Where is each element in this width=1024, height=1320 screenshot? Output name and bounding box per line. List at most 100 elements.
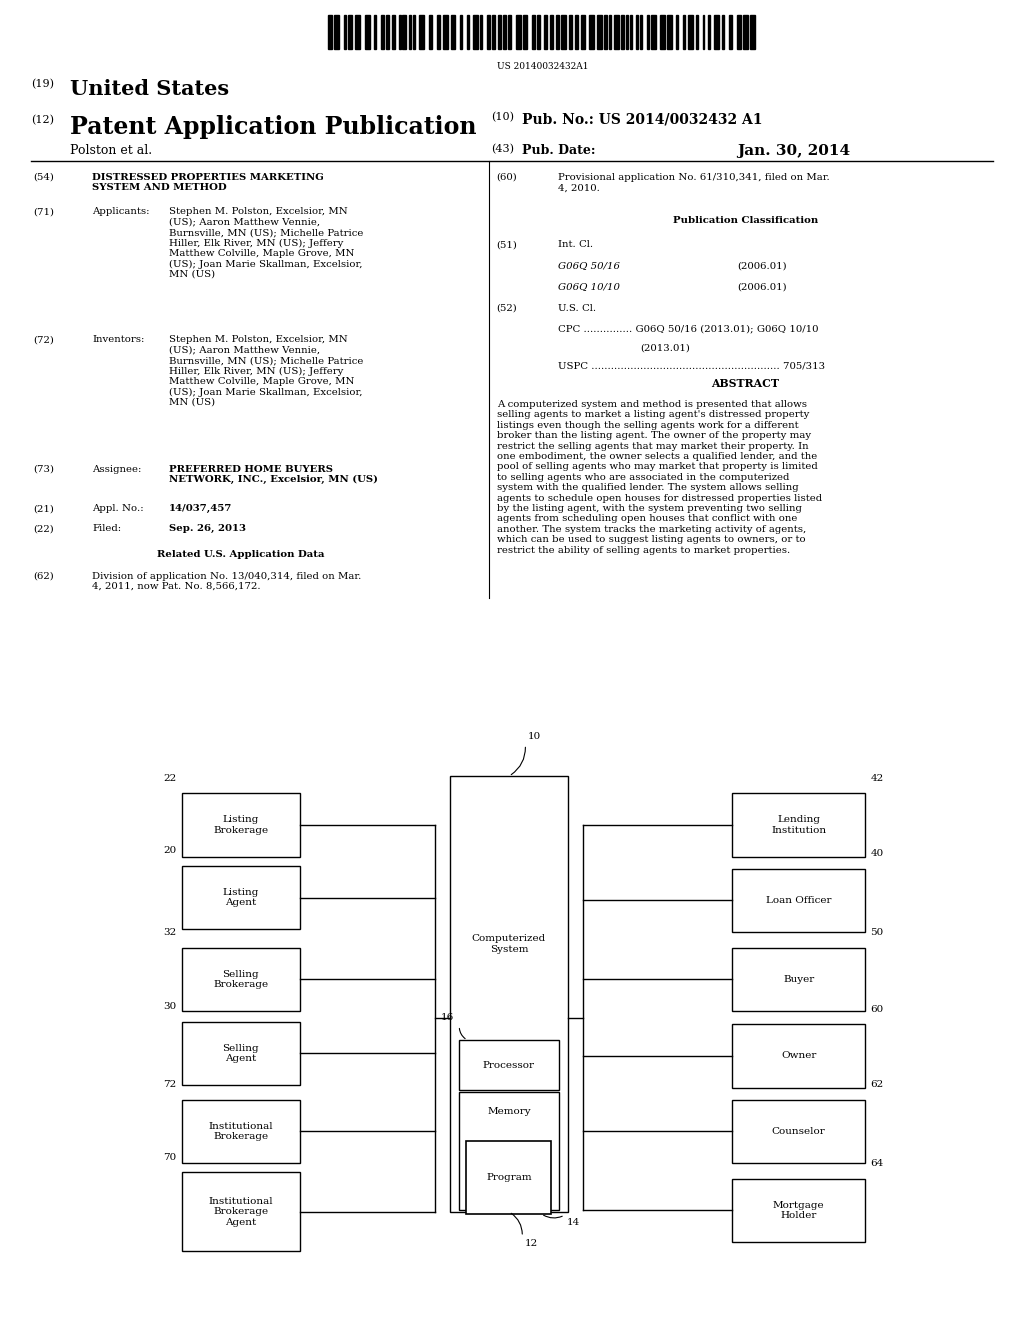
Bar [498, 15, 501, 49]
Text: United States: United States [70, 79, 228, 99]
Text: Memory: Memory [487, 1107, 530, 1117]
Bar [532, 15, 536, 49]
Bar [732, 1179, 865, 1242]
Bar [522, 15, 527, 49]
Bar [442, 15, 447, 49]
Bar [604, 15, 607, 49]
Bar [436, 15, 439, 49]
Text: 16: 16 [441, 1012, 455, 1022]
Text: 14/037,457: 14/037,457 [169, 504, 232, 513]
Text: 22: 22 [164, 774, 176, 783]
Bar [732, 793, 865, 857]
Bar [386, 15, 389, 49]
Bar [402, 15, 406, 49]
Bar [182, 793, 299, 857]
Bar [182, 1022, 299, 1085]
Text: Appl. No.:: Appl. No.: [92, 504, 143, 513]
Bar [561, 15, 566, 49]
Bar [614, 15, 618, 49]
Text: Processor: Processor [483, 1061, 535, 1069]
Bar [451, 15, 456, 49]
Bar [492, 15, 495, 49]
Bar [732, 869, 865, 932]
Text: PREFERRED HOME BUYERS
NETWORK, INC., Excelsior, MN (US): PREFERRED HOME BUYERS NETWORK, INC., Exc… [169, 465, 378, 484]
Bar [392, 15, 395, 49]
Bar [683, 15, 685, 49]
Bar [715, 15, 719, 49]
Text: Stephen M. Polston, Excelsior, MN
(US); Aaron Matthew Vennie,
Burnsville, MN (US: Stephen M. Polston, Excelsior, MN (US); … [169, 207, 364, 279]
Text: G06Q 50/16: G06Q 50/16 [558, 261, 621, 271]
Text: USPC .......................................................... 705/313: USPC ...................................… [558, 362, 825, 371]
Bar [667, 15, 672, 49]
Bar [328, 15, 333, 49]
Text: Inventors:: Inventors: [92, 335, 144, 345]
Text: 72: 72 [164, 1080, 176, 1089]
Text: Pub. No.: US 2014/0032432 A1: Pub. No.: US 2014/0032432 A1 [522, 112, 763, 127]
Bar [355, 15, 360, 49]
Text: 64: 64 [870, 1159, 884, 1168]
Bar [365, 15, 370, 49]
Bar [182, 1172, 299, 1251]
Text: DISTRESSED PROPERTIES MARKETING
SYSTEM AND METHOD: DISTRESSED PROPERTIES MARKETING SYSTEM A… [92, 173, 324, 193]
Text: Provisional application No. 61/310,341, filed on Mar.
4, 2010.: Provisional application No. 61/310,341, … [558, 173, 829, 193]
Bar [467, 15, 469, 49]
Bar [750, 15, 755, 49]
Bar [409, 15, 411, 49]
Bar [429, 15, 432, 49]
Text: Listing
Brokerage: Listing Brokerage [213, 816, 268, 834]
Bar [480, 15, 482, 49]
Text: (22): (22) [33, 524, 53, 533]
Bar [640, 15, 642, 49]
Text: Loan Officer: Loan Officer [766, 896, 831, 904]
Bar [676, 15, 678, 49]
Bar [182, 866, 299, 929]
Bar [630, 15, 632, 49]
Text: Applicants:: Applicants: [92, 207, 150, 216]
Bar [651, 15, 655, 49]
Bar [582, 15, 585, 49]
Bar [569, 15, 572, 49]
Bar [451, 776, 567, 1212]
Text: (52): (52) [497, 304, 517, 313]
Bar [732, 1024, 865, 1088]
Text: (19): (19) [31, 79, 53, 90]
Text: Polston et al.: Polston et al. [70, 144, 152, 157]
Text: 12: 12 [524, 1239, 538, 1249]
Bar [636, 15, 638, 49]
Text: (71): (71) [33, 207, 54, 216]
Bar [696, 15, 697, 49]
Text: Assignee:: Assignee: [92, 465, 141, 474]
Text: (60): (60) [497, 173, 517, 182]
Text: Pub. Date:: Pub. Date: [522, 144, 596, 157]
Text: Related U.S. Application Data: Related U.S. Application Data [157, 550, 325, 560]
Text: 30: 30 [164, 1002, 176, 1011]
Text: Institutional
Brokerage
Agent: Institutional Brokerage Agent [208, 1197, 273, 1226]
Text: Buyer: Buyer [783, 975, 814, 983]
Text: 60: 60 [870, 1005, 884, 1014]
Text: Jan. 30, 2014: Jan. 30, 2014 [737, 144, 850, 158]
Bar [736, 15, 741, 49]
Text: Filed:: Filed: [92, 524, 121, 533]
Bar [732, 948, 865, 1011]
Text: (2006.01): (2006.01) [737, 261, 786, 271]
Bar [508, 15, 511, 49]
Bar [381, 15, 384, 49]
Bar [467, 1140, 551, 1214]
Bar [688, 15, 693, 49]
Bar [413, 15, 415, 49]
Text: (2013.01): (2013.01) [640, 343, 690, 352]
Text: U.S. Cl.: U.S. Cl. [558, 304, 596, 313]
Bar [348, 15, 352, 49]
Bar [344, 15, 346, 49]
Text: (10): (10) [492, 112, 514, 123]
Bar [609, 15, 611, 49]
Text: 62: 62 [870, 1080, 884, 1089]
Text: 40: 40 [870, 849, 884, 858]
Bar [722, 15, 724, 49]
Text: (62): (62) [33, 572, 53, 581]
Text: Patent Application Publication: Patent Application Publication [70, 115, 476, 139]
Bar [516, 15, 521, 49]
Text: 32: 32 [164, 928, 176, 937]
Text: Selling
Agent: Selling Agent [222, 1044, 259, 1063]
Text: Listing
Agent: Listing Agent [222, 888, 259, 907]
